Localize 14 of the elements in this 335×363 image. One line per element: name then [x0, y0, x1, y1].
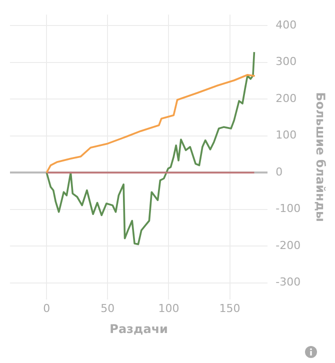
y-tick-label: 200 — [276, 92, 297, 105]
x-tick-label: 0 — [43, 302, 50, 315]
y-tick-label: -100 — [276, 202, 301, 216]
y-tick-label: -300 — [276, 276, 301, 289]
y-tick-label: 300 — [276, 55, 297, 68]
y-tick-label: 100 — [276, 128, 297, 142]
y-tick-label: 400 — [276, 18, 297, 32]
y-tick-label: -200 — [276, 238, 301, 252]
x-tick-label: 50 — [100, 302, 115, 315]
x-tick-label: 100 — [158, 302, 180, 315]
x-tick-label: 150 — [219, 302, 240, 315]
x-axis-title: Раздачи — [110, 322, 168, 336]
y-axis-title: Большие блайнды — [314, 92, 328, 222]
y-tick-label: 0 — [276, 165, 283, 178]
